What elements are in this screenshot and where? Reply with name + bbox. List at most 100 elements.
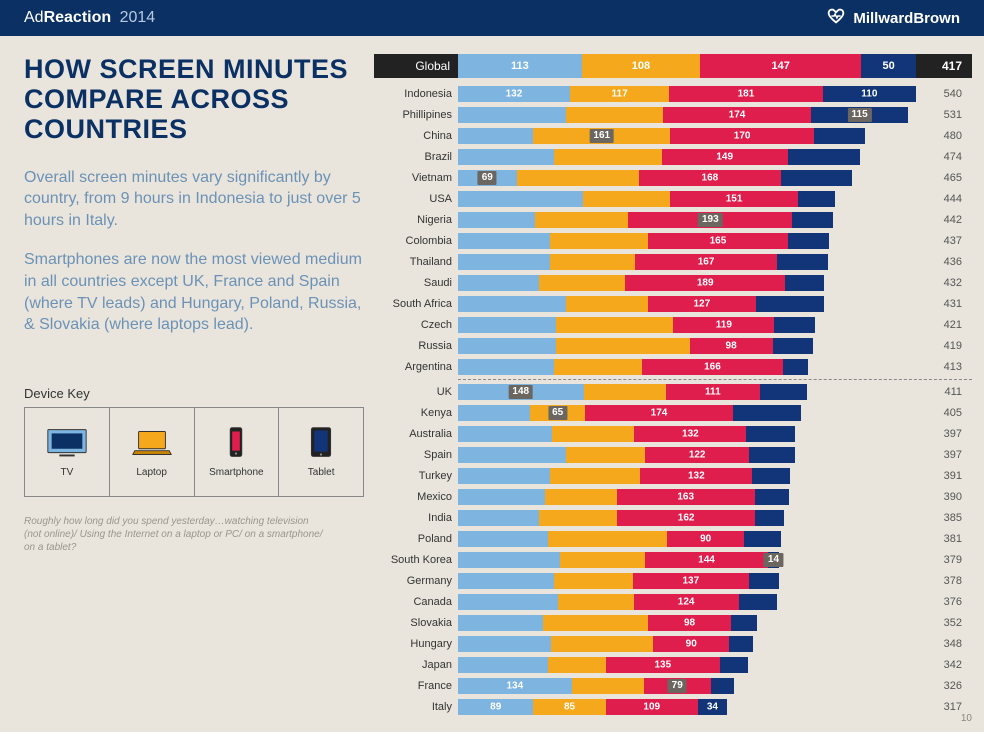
left-column: HOW SCREEN MINUTES COMPARE ACROSS COUNTR… xyxy=(24,54,364,718)
chart-row: Japan135342 xyxy=(374,655,972,675)
row-seg-value: 151 xyxy=(726,194,743,205)
row-seg-tv xyxy=(458,657,548,673)
row-total: 317 xyxy=(916,701,972,713)
global-total: 417 xyxy=(916,59,972,73)
chart-row: Slovakia98352 xyxy=(374,613,972,633)
chart-row: Australia132397 xyxy=(374,424,972,444)
row-seg-laptop xyxy=(566,296,648,312)
row-seg-tablet xyxy=(792,212,833,228)
chart-row: Canada124376 xyxy=(374,592,972,612)
global-seg-tv: 113 xyxy=(458,54,582,78)
device-tv-label: TV xyxy=(60,467,73,478)
row-label: Argentina xyxy=(374,361,458,373)
row-seg-tablet: 34 xyxy=(698,699,727,715)
row-track: 14414 xyxy=(458,552,916,568)
row-total: 342 xyxy=(916,659,972,671)
row-track: 135 xyxy=(458,657,916,673)
chart-row: Thailand167436 xyxy=(374,252,972,272)
row-label: Saudi xyxy=(374,277,458,289)
page-number: 10 xyxy=(961,713,972,724)
row-track: 132117181110 xyxy=(458,86,916,102)
row-callout: 69 xyxy=(478,171,497,185)
row-seg-tv xyxy=(458,254,550,270)
row-total: 436 xyxy=(916,256,972,268)
row-total: 391 xyxy=(916,470,972,482)
row-label: Kenya xyxy=(374,407,458,419)
row-total: 444 xyxy=(916,193,972,205)
chart-row: Nigeria193442 xyxy=(374,210,972,230)
row-track: 165 xyxy=(458,233,916,249)
row-seg-value: 110 xyxy=(861,89,877,100)
row-seg-tablet xyxy=(744,531,781,547)
row-track: 134 79 xyxy=(458,678,916,694)
laptop-icon xyxy=(129,425,175,461)
row-callout: 65 xyxy=(548,406,567,420)
chart-row: Poland90381 xyxy=(374,529,972,549)
row-barwrap: 69168 xyxy=(458,170,852,186)
row-seg-tv xyxy=(458,212,535,228)
row-seg-value: 149 xyxy=(716,152,733,163)
row-seg-smartphone: 174 xyxy=(585,405,733,421)
row-seg-value: 144 xyxy=(698,555,715,566)
row-seg-smartphone: 132 xyxy=(640,468,752,484)
chart-row: Turkey 132 391 xyxy=(374,466,972,486)
row-barwrap: 132 xyxy=(458,426,795,442)
row-seg-value: 174 xyxy=(651,408,668,419)
row-seg-smartphone: 119 xyxy=(673,317,774,333)
row-barwrap: 166 xyxy=(458,359,808,375)
row-seg-tv xyxy=(458,594,558,610)
row-label: Indonesia xyxy=(374,88,458,100)
row-label: Italy xyxy=(374,701,458,713)
row-barwrap: 98 xyxy=(458,615,757,631)
row-seg-tv xyxy=(458,107,566,123)
row-seg-tv xyxy=(458,338,556,354)
row-barwrap: 132 xyxy=(458,468,790,484)
row-seg-tv xyxy=(458,405,530,421)
chart-row: Hungary90348 xyxy=(374,634,972,654)
chart-divider xyxy=(458,379,972,380)
chart-row: Colombia165437 xyxy=(374,231,972,251)
row-seg-tablet xyxy=(781,170,852,186)
row-seg-smartphone: 165 xyxy=(648,233,788,249)
row-seg-value: 127 xyxy=(693,299,710,310)
row-callout: 193 xyxy=(698,213,723,227)
row-seg-tv: 134 xyxy=(458,678,572,694)
row-total: 385 xyxy=(916,512,972,524)
row-seg-tv xyxy=(458,317,556,333)
row-seg-tablet xyxy=(720,657,748,673)
row-seg-value: 122 xyxy=(689,450,706,461)
row-seg-value: 90 xyxy=(700,534,711,545)
row-seg-tv xyxy=(458,573,554,589)
row-seg-tablet xyxy=(746,426,794,442)
chart-row: India162385 xyxy=(374,508,972,528)
row-seg-tablet xyxy=(774,317,815,333)
row-label: USA xyxy=(374,193,458,205)
row-seg-tablet: 110 xyxy=(823,86,916,102)
global-seg-laptop: 108 xyxy=(582,54,700,78)
brand-right: MillwardBrown xyxy=(825,5,960,31)
row-track: 162 xyxy=(458,510,916,526)
row-seg-laptop xyxy=(550,468,641,484)
device-laptop: Laptop xyxy=(110,408,195,496)
row-seg-smartphone: 79 xyxy=(644,678,711,694)
smartphone-icon xyxy=(213,425,259,461)
row-seg-smartphone: 127 xyxy=(648,296,756,312)
tablet-icon xyxy=(298,425,344,461)
brand-b: Reaction xyxy=(44,9,112,26)
row-label: Germany xyxy=(374,575,458,587)
row-label: India xyxy=(374,512,458,524)
row-seg-tablet xyxy=(760,384,807,400)
chart-row: Czech119421 xyxy=(374,315,972,335)
row-seg-value: 117 xyxy=(611,89,627,100)
row-total: 540 xyxy=(916,88,972,100)
row-barwrap: 167 xyxy=(458,254,828,270)
row-seg-tv xyxy=(458,233,550,249)
row-label: Turkey xyxy=(374,470,458,482)
row-barwrap: 124 xyxy=(458,594,777,610)
row-seg-tv xyxy=(458,128,533,144)
row-seg-value: 135 xyxy=(654,660,671,671)
row-seg-smartphone: 166 xyxy=(642,359,783,375)
row-total: 411 xyxy=(916,386,972,398)
row-label: Czech xyxy=(374,319,458,331)
row-seg-value: 98 xyxy=(726,341,737,352)
